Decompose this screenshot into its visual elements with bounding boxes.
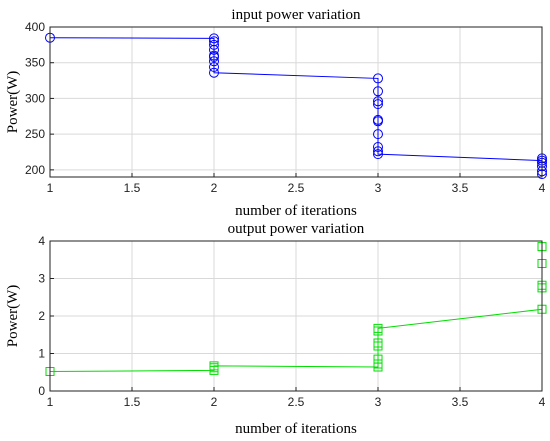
x-axis-label: number of iterations bbox=[235, 421, 357, 437]
data-point bbox=[373, 96, 383, 107]
y-tick-label: 4 bbox=[38, 234, 45, 248]
y-tick-label: 350 bbox=[25, 56, 45, 70]
data-point bbox=[209, 44, 219, 55]
x-tick-label: 1.5 bbox=[124, 395, 141, 409]
x-tick-label: 2 bbox=[211, 181, 218, 195]
y-axis-label: Power(W) bbox=[5, 285, 21, 347]
data-point bbox=[373, 359, 383, 369]
plot-frame bbox=[49, 26, 543, 178]
x-tick-label: 4 bbox=[539, 395, 546, 409]
data-point bbox=[373, 86, 383, 97]
x-tick-label: 3.5 bbox=[452, 181, 469, 195]
y-tick-label: 400 bbox=[25, 20, 45, 34]
y-tick-label: 1 bbox=[38, 347, 45, 361]
x-tick-label: 1 bbox=[47, 395, 54, 409]
data-point bbox=[373, 142, 383, 152]
data-point bbox=[373, 149, 383, 160]
data-point bbox=[209, 52, 219, 62]
data-point bbox=[209, 39, 219, 50]
x-tick-label: 2 bbox=[211, 395, 218, 409]
x-tick-label: 1.5 bbox=[124, 181, 141, 195]
data-point bbox=[209, 33, 219, 44]
data-point bbox=[373, 146, 383, 157]
chart-title: output power variation bbox=[228, 221, 365, 237]
y-tick-label: 0 bbox=[38, 384, 45, 398]
x-tick-label: 3 bbox=[375, 181, 382, 195]
data-point bbox=[373, 323, 383, 333]
grid bbox=[49, 240, 543, 392]
data-point bbox=[373, 338, 383, 348]
y-tick-label: 300 bbox=[25, 91, 45, 105]
data-point bbox=[209, 361, 219, 371]
chart-input-power: input power variation 1 1.5 2 2.5 3 3.5 4 200 25… bbox=[5, 7, 547, 219]
x-tick-label: 3.5 bbox=[452, 395, 469, 409]
plot-frame bbox=[49, 240, 543, 392]
data-point bbox=[373, 354, 383, 364]
x-tick-label: 2.5 bbox=[288, 181, 305, 195]
data-point bbox=[209, 56, 219, 67]
y-tick-label: 250 bbox=[25, 127, 45, 141]
ticks: 1 1.5 2 2.5 3 3.5 4 200 250 300 350 400 bbox=[25, 20, 546, 195]
x-tick-label: 2.5 bbox=[288, 395, 305, 409]
y-tick-label: 2 bbox=[38, 309, 45, 323]
grid bbox=[49, 26, 543, 177]
y-tick-label: 3 bbox=[38, 272, 45, 286]
y-tick-label: 200 bbox=[25, 163, 45, 177]
data-point bbox=[373, 129, 383, 140]
x-axis-label: number of iterations bbox=[235, 203, 357, 219]
x-tick-label: 4 bbox=[539, 181, 546, 195]
data-point bbox=[209, 62, 219, 72]
data-point bbox=[373, 73, 383, 84]
y-axis-label: Power(W) bbox=[5, 71, 21, 133]
chart-title: input power variation bbox=[231, 7, 361, 23]
data-point bbox=[373, 116, 383, 127]
x-tick-label: 1 bbox=[47, 181, 54, 195]
chart-output-power: output power variation 1 1.5 2 2.5 3 3.5 40123… bbox=[5, 221, 547, 437]
x-tick-label: 3 bbox=[375, 395, 382, 409]
data-point bbox=[373, 99, 383, 110]
data-point bbox=[209, 67, 219, 78]
